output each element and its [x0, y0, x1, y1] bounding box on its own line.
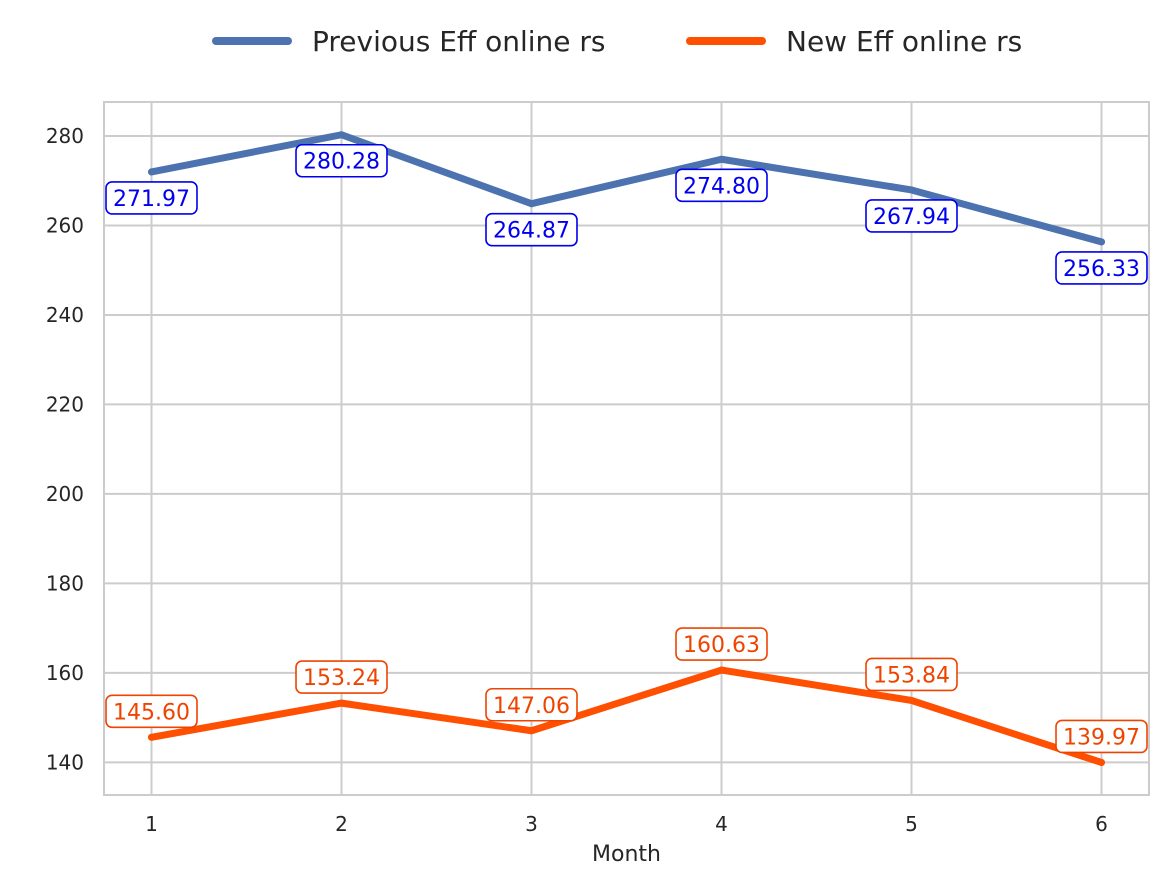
data-point [528, 727, 535, 735]
legend-item-2[interactable]: New Eff online rs [686, 25, 1022, 58]
series-lines [148, 131, 1105, 766]
y-tick-label: 160 [46, 661, 84, 685]
data-point [718, 666, 725, 674]
x-tick-label: 3 [525, 812, 538, 836]
data-point [338, 699, 345, 707]
axes: 1 2 3 4 5 6 140 160 180 200 220 240 260 280 Month [46, 124, 1108, 867]
data-label: 139.97 [1055, 719, 1148, 754]
y-tick-label: 240 [46, 303, 84, 327]
data-point [338, 131, 345, 139]
data-label: 274.80 [675, 168, 768, 203]
x-tick-label: 2 [335, 812, 348, 836]
data-label: 264.87 [485, 212, 578, 247]
data-label: 271.97 [105, 181, 198, 215]
data-labels: 271.97 280.28 264.87 274.80 267.94 256.33 145.… [105, 143, 1148, 754]
data-point [908, 696, 915, 704]
data-label: 256.33 [1055, 251, 1148, 285]
data-label: 145.60 [105, 694, 198, 729]
y-tick-label: 280 [46, 124, 84, 148]
svg-text:264.87: 264.87 [493, 219, 570, 244]
data-point [528, 200, 535, 208]
series-line-2 [148, 666, 1105, 766]
svg-text:267.94: 267.94 [873, 205, 950, 230]
y-tick-label: 260 [46, 213, 84, 237]
x-tick-label: 4 [715, 812, 728, 836]
svg-text:153.24: 153.24 [303, 666, 380, 691]
data-label: 147.06 [485, 687, 578, 722]
data-point [908, 186, 915, 194]
svg-text:160.63: 160.63 [683, 633, 760, 658]
svg-text:271.97: 271.97 [113, 187, 190, 212]
data-label: 153.24 [295, 660, 388, 694]
svg-text:139.97: 139.97 [1063, 725, 1140, 750]
x-tick-label: 6 [1095, 812, 1108, 836]
data-point [148, 733, 155, 741]
legend-item-1[interactable]: Previous Eff online rs [212, 25, 606, 58]
svg-text:274.80: 274.80 [683, 174, 760, 199]
data-point [1098, 238, 1105, 246]
y-tick-label: 200 [46, 482, 84, 506]
data-point [718, 155, 725, 163]
grid [104, 102, 1149, 795]
y-tick-label: 220 [46, 392, 84, 416]
data-label: 153.84 [865, 657, 958, 692]
y-tick-label: 140 [46, 750, 84, 774]
legend[interactable]: Previous Eff online rs New Eff online rs [212, 25, 1022, 58]
plot-area-frame [103, 101, 1150, 796]
data-label: 280.28 [295, 143, 388, 178]
series-line-1 [148, 131, 1105, 246]
svg-text:153.84: 153.84 [873, 663, 950, 688]
data-label: 267.94 [865, 199, 958, 233]
svg-text:256.33: 256.33 [1063, 257, 1140, 282]
x-axis-label: Month [592, 842, 661, 867]
legend-label: New Eff online rs [786, 25, 1022, 58]
svg-text:147.06: 147.06 [493, 694, 570, 719]
legend-label: Previous Eff online rs [312, 25, 606, 58]
data-point [148, 168, 155, 176]
svg-text:145.60: 145.60 [113, 700, 190, 725]
x-tick-label: 5 [905, 812, 918, 836]
data-point [1098, 758, 1105, 766]
y-tick-label: 180 [46, 571, 84, 595]
data-label: 160.63 [675, 627, 768, 661]
x-tick-label: 1 [145, 812, 158, 836]
svg-text:280.28: 280.28 [303, 150, 380, 175]
